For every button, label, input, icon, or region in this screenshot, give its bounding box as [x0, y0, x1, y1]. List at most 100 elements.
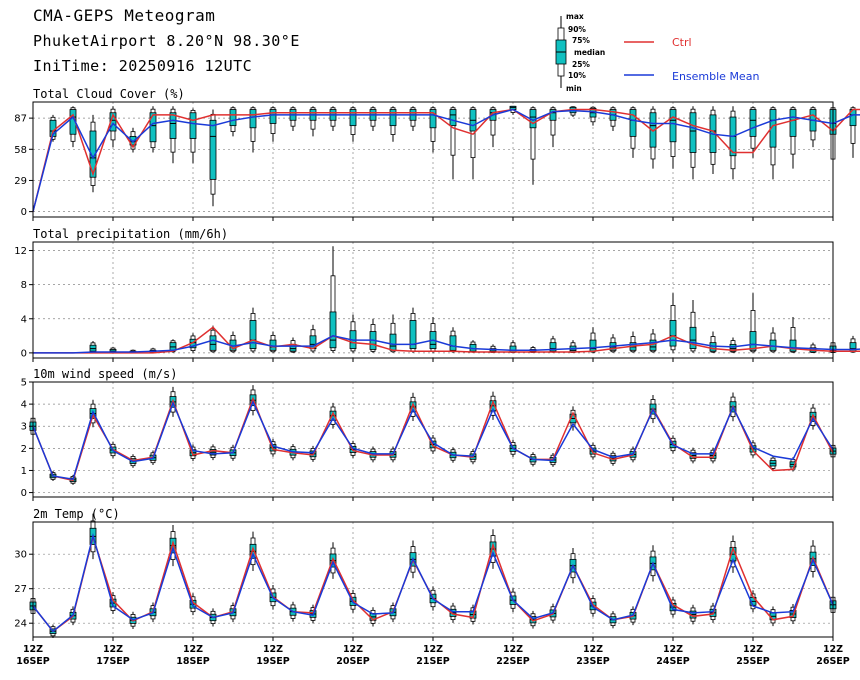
ensemble-box	[529, 106, 537, 185]
ensemble-box	[849, 106, 857, 158]
ctrl-series-line	[32, 108, 860, 212]
percentile-25-75-box	[549, 109, 557, 121]
ensemble-box	[569, 106, 577, 118]
ensemble-box	[329, 106, 337, 132]
ensemble-box	[149, 106, 157, 153]
x-tick-label-date: 20SEP	[336, 656, 370, 667]
x-tick-label-date: 19SEP	[256, 656, 290, 667]
percentile-10-90-box	[750, 310, 756, 353]
panel-title: 10m wind speed (m/s)	[33, 367, 178, 381]
y-tick-label: 2	[21, 444, 27, 455]
station-location: PhuketAirport 8.20°N 98.30°E	[33, 32, 300, 50]
ensemble-box	[849, 335, 857, 353]
ensemble-box	[689, 106, 697, 180]
x-tick-label-date: 24SEP	[656, 656, 690, 667]
y-tick-label: 1	[21, 466, 27, 477]
ensemble-box	[789, 106, 797, 169]
x-tick-label-time: 12Z	[503, 644, 523, 655]
ensemble-box	[469, 340, 477, 353]
ensemble-box	[669, 293, 677, 353]
percentile-25-75-box	[669, 320, 677, 347]
percentile-25-75-box	[589, 339, 597, 352]
panel-title: 2m Temp (°C)	[33, 507, 120, 521]
ensemble-box	[609, 334, 617, 353]
ensemble-box	[469, 106, 477, 180]
percentile-25-75-box	[169, 112, 177, 139]
init-time: IniTime: 20250916 12UTC	[33, 57, 253, 75]
percentile-25-75-box	[349, 109, 357, 127]
ensemble-box	[449, 602, 457, 623]
percentile-25-75-box	[329, 311, 337, 349]
percentile-25-75-box	[509, 345, 517, 353]
y-tick-label: 0	[21, 488, 27, 499]
x-tick-label-time: 12Z	[423, 644, 443, 655]
ensemble-box	[809, 342, 817, 353]
ensemble-box	[589, 442, 597, 460]
x-tick-label-date: 26SEP	[816, 656, 850, 667]
percentile-25-75-box	[689, 326, 697, 350]
ensemble-box	[689, 447, 697, 464]
ensemble-box	[269, 106, 277, 142]
y-tick-label: 58	[14, 145, 27, 156]
percentile-25-75-box	[189, 112, 197, 139]
ensemble-box	[289, 106, 297, 132]
panel-frame	[32, 381, 834, 498]
x-tick-label-time: 12Z	[183, 644, 203, 655]
y-tick-label: 0	[21, 348, 27, 359]
percentile-25-75-box	[749, 109, 757, 137]
ensemble-box	[429, 106, 437, 153]
percentile-25-75-box	[629, 109, 637, 137]
x-tick-label-date: 21SEP	[416, 656, 450, 667]
panel-title: Total precipitation (mm/6h)	[33, 227, 228, 241]
x-tick-label-time: 12Z	[583, 644, 603, 655]
y-tick-label: 5	[21, 378, 27, 389]
legend-box-label: min	[566, 84, 582, 93]
x-tick-label-time: 12Z	[343, 644, 363, 655]
ensemble-box	[349, 314, 357, 353]
panel-frame	[32, 101, 834, 218]
ensemble-box	[89, 340, 97, 353]
ensemble-box	[769, 327, 777, 353]
x-tick-label-time: 12Z	[743, 644, 763, 655]
percentile-25-75-box	[249, 109, 257, 129]
ensemble-box	[209, 109, 217, 207]
y-tick-label: 24	[14, 619, 27, 630]
ensemble-mean-line	[32, 532, 834, 633]
x-tick-label-time: 12Z	[103, 644, 123, 655]
y-tick-label: 8	[21, 280, 27, 291]
meteogram-title: CMA-GEPS Meteogram	[33, 6, 216, 25]
legend-mean-label: Ensemble Mean	[672, 70, 759, 83]
percentile-10-90-box	[530, 107, 536, 160]
x-tick-label-date: 22SEP	[496, 656, 530, 667]
ensemble-box	[649, 106, 657, 169]
percentile-25-75-box	[229, 109, 237, 127]
ensemble-box	[189, 108, 197, 164]
ensemble-box	[769, 106, 777, 180]
ensemble-box	[269, 331, 277, 353]
percentile-25-75-box	[749, 331, 757, 351]
ensemble-box	[449, 106, 457, 180]
legend-box-label: 10%	[568, 71, 586, 80]
legend-box-label: max	[566, 12, 584, 21]
ensemble-box	[709, 106, 717, 175]
ensemble-box	[609, 106, 617, 132]
y-tick-label: 27	[14, 584, 27, 595]
percentile-25-75-box	[129, 135, 137, 146]
ensemble-box	[409, 392, 417, 421]
ensemble-box	[809, 106, 817, 148]
percentile-25-75-box	[209, 335, 217, 351]
ensemble-box	[769, 455, 777, 471]
panel-frame	[32, 241, 834, 359]
ensemble-box	[229, 331, 237, 353]
ensemble-box	[549, 106, 557, 148]
ensemble-box	[249, 106, 257, 153]
percentile-10-90-box	[450, 107, 456, 156]
ensemble-box	[449, 327, 457, 353]
percentile-25-75-box	[409, 320, 417, 350]
y-tick-label: 4	[21, 400, 27, 411]
ensemble-box	[249, 307, 257, 353]
ensemble-box	[649, 329, 657, 353]
ensemble-box	[209, 444, 217, 461]
ensemble-box	[749, 293, 757, 353]
